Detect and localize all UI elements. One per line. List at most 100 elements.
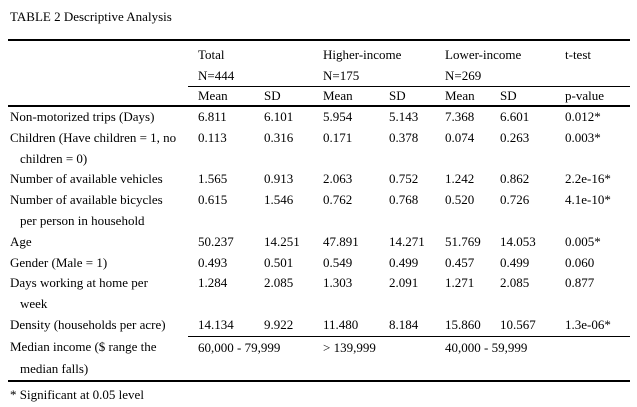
column-header: SD: [389, 88, 406, 103]
row-label: Density (households per acre): [8, 315, 188, 336]
cell-value: 1.271: [445, 275, 475, 291]
cell-value: 0.263: [500, 129, 530, 145]
significance-footnote: * Significant at 0.05 level: [10, 386, 144, 402]
cell-value: 0.520: [445, 192, 475, 208]
cell-value: 2.085: [264, 275, 294, 291]
group-label: Higher-income: [323, 47, 402, 62]
column-header: Mean: [445, 88, 475, 103]
cell-value: 7.368: [445, 109, 475, 124]
cell-value: 2.2e-16*: [565, 171, 611, 187]
cell-value: 60,000 - 79,999: [198, 339, 281, 355]
row-values: 0.113 0.316 0.171 0.378 0.074 0.263 0.00…: [188, 128, 630, 170]
cell-value: 0.752: [389, 171, 419, 187]
cell-value: 0.003*: [565, 129, 601, 145]
group-header-t-test: t-test: [555, 44, 630, 86]
row-label: Number of available vehicles: [8, 169, 188, 190]
cell-value: 0.726: [500, 192, 530, 208]
group-n: N=175: [323, 68, 360, 83]
table-row: Children (Have children = 1, no children…: [8, 128, 630, 170]
row-label-line2: per person in household: [20, 212, 145, 228]
cell-value: 15.860: [445, 316, 481, 332]
row-label-line1: Density (households per acre): [10, 316, 166, 332]
group-header-lower-income: Lower-income N=269: [435, 44, 555, 86]
cell-value: 14.271: [389, 233, 425, 249]
table-row: Number of available bicycles per person …: [8, 190, 630, 232]
cell-value: 0.549: [323, 254, 353, 270]
cell-value: 2.091: [389, 275, 419, 291]
table-row-median-income: Median income ($ range the median falls)…: [8, 335, 630, 380]
cell-value: 1.303: [323, 275, 353, 291]
cell-value: 10.567: [500, 316, 536, 332]
cell-value: 8.184: [389, 316, 419, 332]
cell-value: 0.768: [389, 192, 419, 208]
row-label-line1: Non-motorized trips (Days): [10, 109, 155, 124]
table-row: Density (households per acre) 14.134 9.9…: [8, 315, 630, 336]
cell-value: 9.922: [264, 316, 294, 332]
column-header: Mean: [198, 88, 228, 103]
row-label-line1: Days working at home per: [10, 275, 148, 291]
cell-value: 0.005*: [565, 233, 601, 249]
cell-value: 0.762: [323, 192, 353, 208]
cell-value: 47.891: [323, 233, 359, 249]
table-row: Age 50.237 14.251 47.891 14.271 51.769 1…: [8, 232, 630, 253]
cell-value: [555, 337, 630, 359]
group-label: Lower-income: [445, 47, 522, 62]
cell-value: 1.3e-06*: [565, 316, 611, 332]
cell-value: 0.074: [445, 129, 475, 145]
column-header: SD: [264, 88, 281, 103]
row-label-line1: Children (Have children = 1, no: [10, 129, 177, 145]
subheader-cells: Mean SD Mean SD Mean SD p-value: [188, 87, 630, 105]
cell-value: 50.237: [198, 233, 234, 249]
cell-value: 0.378: [389, 129, 419, 145]
group-header-total: Total N=444: [188, 44, 313, 86]
row-values: 1.565 0.913 2.063 0.752 1.242 0.862 2.2e…: [188, 169, 630, 190]
cell-value: 4.1e-10*: [565, 192, 611, 208]
row-values: 0.493 0.501 0.549 0.499 0.457 0.499 0.06…: [188, 253, 630, 274]
cell-value: 5.954: [323, 109, 353, 124]
cell-value: 1.242: [445, 171, 475, 187]
cell-value: 5.143: [389, 109, 419, 124]
cell-value: 0.499: [500, 254, 530, 270]
cell-value: 6.811: [198, 109, 227, 124]
cell-value: 0.316: [264, 129, 294, 145]
row-label: Children (Have children = 1, no children…: [8, 128, 188, 170]
column-header: Mean: [323, 88, 353, 103]
table-row: Non-motorized trips (Days) 6.811 6.101 5…: [8, 107, 630, 128]
group-label: t-test: [565, 47, 591, 62]
cell-value: 1.565: [198, 171, 228, 187]
group-n: N=444: [198, 68, 235, 83]
row-label: Days working at home per week: [8, 273, 188, 315]
row-label: Non-motorized trips (Days): [8, 107, 188, 128]
subheader-row: Mean SD Mean SD Mean SD p-value: [8, 87, 630, 107]
descriptive-analysis-table: Total N=444 Higher-income N=175 Lower-in…: [8, 39, 630, 382]
cell-value: 1.284: [198, 275, 228, 291]
cell-value: 0.012*: [565, 109, 601, 124]
row-label-line1: Median income ($ range the: [10, 338, 157, 354]
cell-value: 6.601: [500, 109, 530, 124]
table-body: Non-motorized trips (Days) 6.811 6.101 5…: [8, 107, 630, 336]
cell-value: 6.101: [264, 109, 294, 124]
row-values: 14.134 9.922 11.480 8.184 15.860 10.567 …: [188, 315, 630, 336]
cell-value: 40,000 - 59,999: [445, 339, 528, 355]
table-row: Days working at home per week 1.284 2.08…: [8, 273, 630, 315]
cell-value: 0.457: [445, 254, 475, 270]
row-label-line1: Gender (Male = 1): [10, 254, 108, 270]
cell-value: 0.615: [198, 192, 228, 208]
cell-value: 0.499: [389, 254, 419, 270]
cell-value: 0.493: [198, 254, 228, 270]
row-values: 50.237 14.251 47.891 14.271 51.769 14.05…: [188, 232, 630, 253]
cell-value: 0.913: [264, 171, 294, 187]
table-row: Gender (Male = 1) 0.493 0.501 0.549 0.49…: [8, 253, 630, 274]
group-headers: Total N=444 Higher-income N=175 Lower-in…: [188, 41, 630, 87]
cell-value: 0.862: [500, 171, 530, 187]
group-header-higher-income: Higher-income N=175: [313, 44, 435, 86]
cell-value: 2.063: [323, 171, 353, 187]
row-label-line2: children = 0): [20, 150, 88, 166]
label-column-spacer: [8, 41, 188, 87]
cell-value: 2.085: [500, 275, 530, 291]
row-label: Gender (Male = 1): [8, 253, 188, 274]
cell-value: 0.501: [264, 254, 294, 270]
table-row: Number of available vehicles 1.565 0.913…: [8, 169, 630, 190]
label-column-spacer: [8, 87, 188, 105]
